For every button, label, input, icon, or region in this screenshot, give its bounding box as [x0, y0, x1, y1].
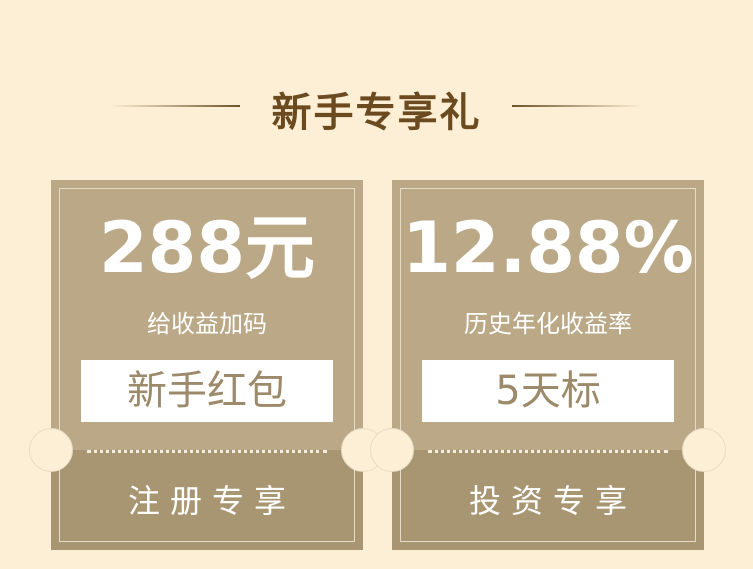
coupon-card-register[interactable]: 288元 给收益加码 新手红包 注册专享 [29, 180, 385, 550]
coupon-footer-band [392, 450, 704, 550]
coupon-amount: 288元 [98, 207, 316, 289]
coupon-frame [400, 188, 696, 542]
coupon-description: 给收益加码 [147, 310, 267, 338]
coupon-label: 5天标 [422, 360, 674, 422]
coupon-notch-right [682, 428, 726, 472]
coupon-notch-left [29, 428, 73, 472]
coupon-perforation [87, 450, 327, 453]
coupon-card-invest[interactable]: 12.88% 历史年化收益率 5天标 投资专享 [370, 180, 726, 550]
coupon-rate: 12.88% [402, 207, 694, 289]
section-title: 新手专享礼 [271, 90, 482, 136]
coupon-description: 历史年化收益率 [464, 310, 632, 338]
coupon-footer-label[interactable]: 注册专享 [127, 482, 296, 520]
coupon-label: 新手红包 [81, 360, 333, 422]
coupon-notch-left [370, 428, 414, 472]
coupon-footer-label[interactable]: 投资专享 [468, 482, 637, 520]
coupon-frame [59, 188, 355, 542]
coupon-footer-band [51, 450, 363, 550]
coupon-perforation [428, 450, 668, 453]
title-divider-right [512, 105, 642, 107]
title-divider-left [110, 105, 240, 107]
section-header: 新手专享礼 [0, 78, 753, 136]
